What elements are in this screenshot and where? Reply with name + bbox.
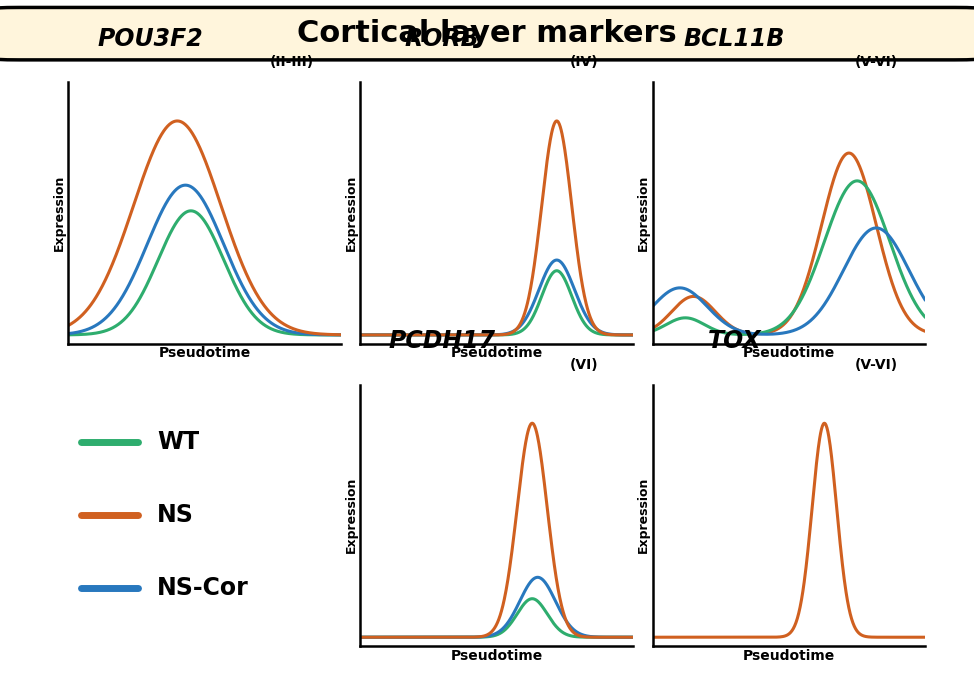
X-axis label: Pseudotime: Pseudotime [451,649,543,662]
Text: TOX: TOX [707,329,762,353]
Text: BCL11B: BCL11B [684,27,785,51]
Text: POU3F2: POU3F2 [97,27,203,51]
Y-axis label: Expression: Expression [345,174,357,251]
FancyBboxPatch shape [0,8,974,60]
Text: Cortical layer markers: Cortical layer markers [297,19,677,48]
Text: NS-Cor: NS-Cor [158,576,249,600]
X-axis label: Pseudotime: Pseudotime [159,346,250,360]
Text: (V-VI): (V-VI) [854,358,898,372]
Text: PCDH17: PCDH17 [389,329,496,353]
Text: WT: WT [158,430,200,454]
X-axis label: Pseudotime: Pseudotime [743,649,835,662]
Text: (VI): (VI) [570,358,598,372]
Y-axis label: Expression: Expression [637,174,650,251]
Text: (IV): (IV) [570,56,598,69]
Text: NS: NS [158,504,194,527]
X-axis label: Pseudotime: Pseudotime [743,346,835,360]
Y-axis label: Expression: Expression [345,477,357,554]
Text: (V-VI): (V-VI) [854,56,898,69]
Text: RORB: RORB [405,27,479,51]
Y-axis label: Expression: Expression [53,174,65,251]
X-axis label: Pseudotime: Pseudotime [451,346,543,360]
Y-axis label: Expression: Expression [637,477,650,554]
Text: (II-III): (II-III) [270,56,314,69]
